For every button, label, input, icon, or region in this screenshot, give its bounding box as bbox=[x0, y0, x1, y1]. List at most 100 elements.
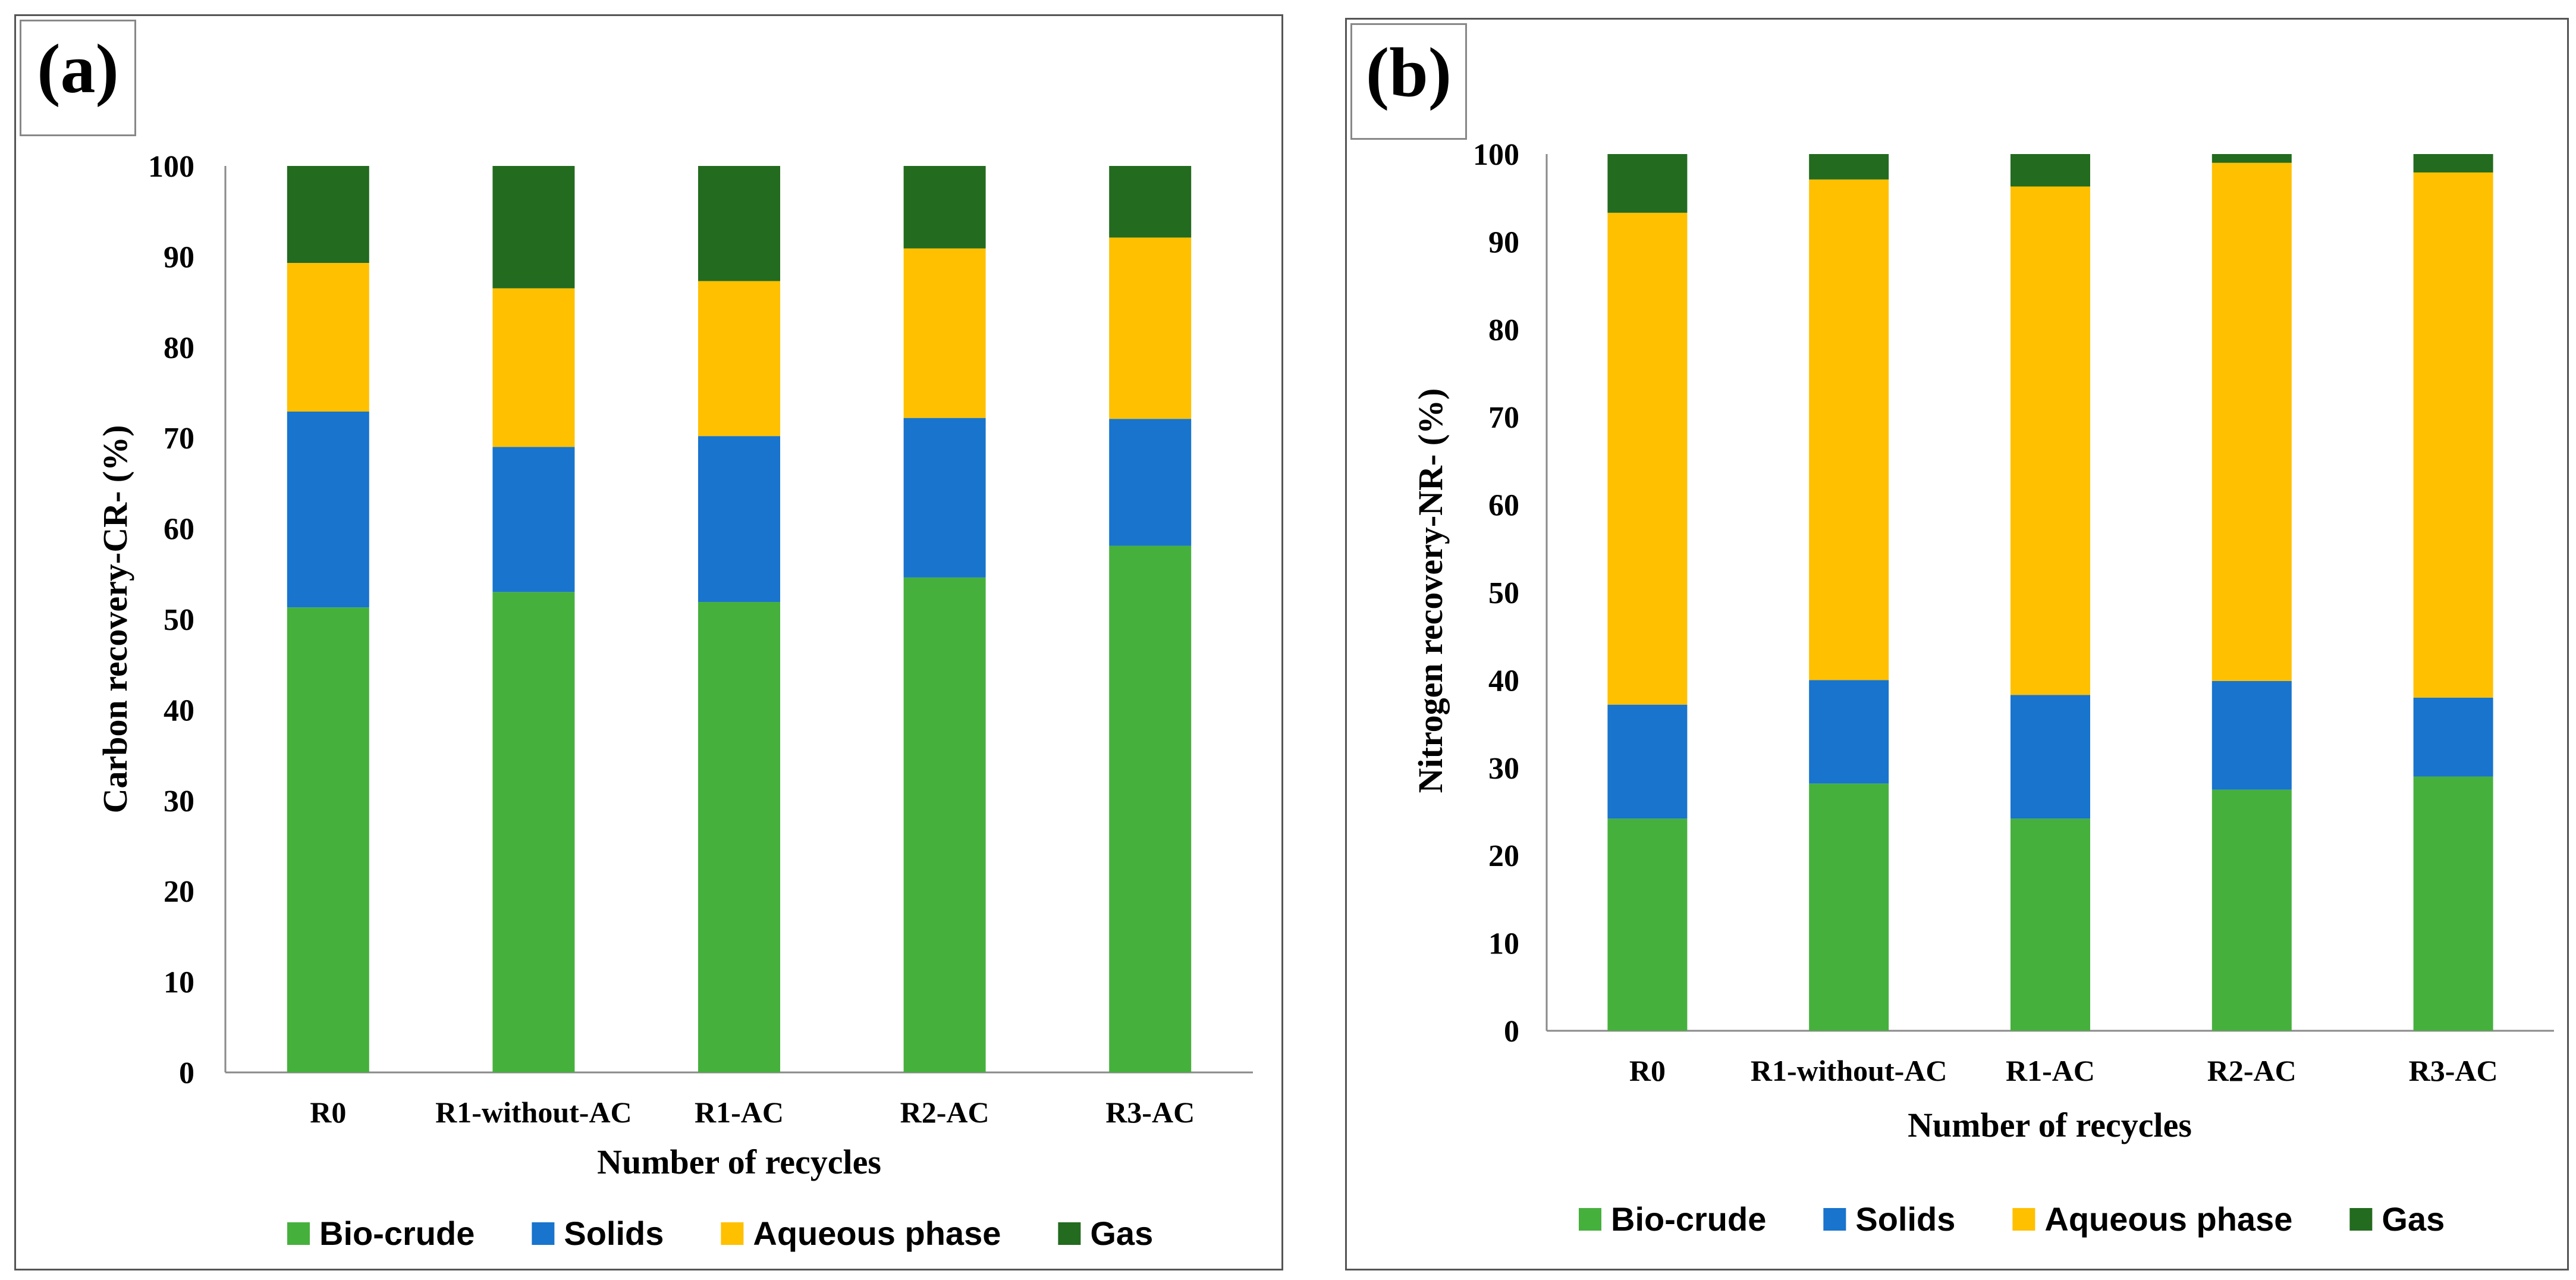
bar-segment-solids bbox=[698, 436, 780, 603]
carbon-recovery-chart: 0 10 20 30 40 50 60 70 80 90 100 R0 R1-without-AC R1-… bbox=[96, 150, 1253, 1252]
legend-swatch bbox=[1823, 1208, 1846, 1231]
y-tick-label: 40 bbox=[1488, 664, 1519, 698]
bar-segment-aqueous-phase bbox=[1809, 179, 1889, 680]
bar-segment-solids bbox=[287, 412, 369, 608]
panel-label: (b) bbox=[1365, 33, 1452, 111]
legend-label: Gas bbox=[1090, 1215, 1153, 1252]
bar-segment-solids bbox=[1809, 680, 1889, 784]
bar-segment-aqueous-phase bbox=[287, 263, 369, 412]
x-category-label: R2-AC bbox=[900, 1096, 989, 1129]
bar-segment-bio-crude bbox=[492, 592, 575, 1072]
bar-segment-bio-crude bbox=[287, 607, 369, 1072]
x-category-label: R3-AC bbox=[1105, 1096, 1195, 1129]
x-category-label: R1-without-AC bbox=[1751, 1054, 1947, 1087]
y-tick-label: 80 bbox=[1488, 313, 1519, 347]
y-tick-label: 70 bbox=[164, 422, 194, 456]
bar-segment-gas bbox=[2413, 154, 2493, 172]
legend-label: Gas bbox=[2382, 1200, 2445, 1238]
legend-label: Bio-crude bbox=[1611, 1200, 1766, 1238]
panel-label-box: (a) bbox=[20, 20, 136, 136]
bar-segment-solids bbox=[1607, 704, 1688, 819]
legend-swatch bbox=[532, 1222, 555, 1245]
legend-swatch bbox=[1058, 1222, 1081, 1245]
y-tick-label: 90 bbox=[1488, 225, 1519, 259]
bar-segment-aqueous-phase bbox=[903, 248, 986, 418]
y-tick-label: 90 bbox=[164, 240, 194, 274]
x-category-label: R1-without-AC bbox=[435, 1096, 632, 1129]
bar-segment-aqueous-phase bbox=[1607, 212, 1688, 705]
y-tick-label: 20 bbox=[164, 875, 194, 909]
bar-segment-gas bbox=[2211, 154, 2292, 163]
chart-panel-b: (b) 0 10 20 30 40 50 60 70 80 90 100 R0 R1-without-A… bbox=[1345, 18, 2569, 1270]
legend-swatch bbox=[2012, 1208, 2035, 1231]
bar-segment-bio-crude bbox=[2010, 818, 2090, 1031]
y-tick-label: 40 bbox=[164, 694, 194, 727]
bar-segment-solids bbox=[1109, 419, 1192, 546]
x-category-label: R0 bbox=[310, 1096, 346, 1129]
bar-segment-solids bbox=[492, 447, 575, 592]
y-tick-label: 20 bbox=[1488, 839, 1519, 873]
x-axis-title: Number of recycles bbox=[1908, 1106, 2192, 1144]
bar-segment-bio-crude bbox=[1109, 545, 1192, 1072]
y-tick-label: 60 bbox=[1488, 489, 1519, 523]
legend-label: Aqueous phase bbox=[2044, 1200, 2292, 1238]
bar-segment-gas bbox=[903, 166, 986, 249]
y-tick-label: 80 bbox=[164, 331, 194, 365]
bar-segment-gas bbox=[1109, 166, 1192, 238]
y-tick-label: 30 bbox=[1488, 752, 1519, 786]
bar-segment-aqueous-phase bbox=[2211, 162, 2292, 681]
bar-segment-bio-crude bbox=[2211, 789, 2292, 1031]
y-axis-title: Carbon recovery-CR- (%) bbox=[96, 425, 134, 814]
y-tick-label: 10 bbox=[1488, 927, 1519, 961]
nitrogen-recovery-chart: 0 10 20 30 40 50 60 70 80 90 100 R0 R1-without-AC R1-… bbox=[1411, 138, 2554, 1238]
legend-swatch bbox=[287, 1222, 310, 1245]
bar-segment-bio-crude bbox=[1607, 818, 1688, 1031]
legend-swatch bbox=[721, 1222, 744, 1245]
bar-segment-bio-crude bbox=[2413, 776, 2493, 1031]
panel-label-box: (b) bbox=[1350, 23, 1467, 140]
y-tick-label: 60 bbox=[164, 513, 194, 547]
y-tick-label: 10 bbox=[164, 966, 194, 1000]
bar-segment-aqueous-phase bbox=[492, 288, 575, 447]
legend-swatch bbox=[1579, 1208, 1601, 1231]
x-category-label: R2-AC bbox=[2207, 1054, 2297, 1087]
y-tick-label: 30 bbox=[164, 785, 194, 818]
x-category-label: R1-AC bbox=[2006, 1054, 2095, 1087]
y-tick-label: 0 bbox=[1504, 1015, 1519, 1049]
y-tick-label: 50 bbox=[1488, 576, 1519, 610]
y-axis-title: Nitrogen recovery-NR- (%) bbox=[1411, 388, 1450, 793]
bar-segment-gas bbox=[1809, 154, 1889, 180]
x-category-label: R3-AC bbox=[2409, 1054, 2498, 1087]
y-tick-label: 100 bbox=[1473, 138, 1519, 172]
y-tick-label: 70 bbox=[1488, 401, 1519, 435]
bar-segment-gas bbox=[2010, 154, 2090, 187]
legend-label: Solids bbox=[564, 1215, 664, 1252]
x-axis-title: Number of recycles bbox=[597, 1143, 881, 1181]
legend-swatch bbox=[2349, 1208, 2373, 1231]
bar-segment-solids bbox=[2211, 680, 2292, 790]
bar-segment-gas bbox=[1607, 154, 1688, 213]
y-tick-label: 100 bbox=[148, 150, 194, 184]
bar-segment-bio-crude bbox=[698, 602, 780, 1072]
legend-label: Aqueous phase bbox=[753, 1215, 1001, 1252]
bar-segment-aqueous-phase bbox=[2010, 186, 2090, 695]
legend-label: Solids bbox=[1855, 1200, 1955, 1238]
bar-segment-aqueous-phase bbox=[1109, 237, 1192, 419]
legend-label: Bio-crude bbox=[319, 1215, 475, 1252]
panel-label: (a) bbox=[37, 30, 119, 108]
bar-segment-aqueous-phase bbox=[698, 281, 780, 437]
y-tick-label: 0 bbox=[179, 1056, 194, 1090]
bar-segment-gas bbox=[287, 166, 369, 263]
bar-segment-solids bbox=[2010, 695, 2090, 819]
bar-segment-aqueous-phase bbox=[2413, 172, 2493, 698]
bar-segment-solids bbox=[903, 418, 986, 578]
bar-segment-bio-crude bbox=[903, 577, 986, 1072]
x-category-label: R0 bbox=[1629, 1054, 1666, 1087]
bar-segment-solids bbox=[2413, 697, 2493, 777]
chart-panel-a: (a) 0 10 20 30 40 50 60 70 80 90 100 R0 R1-without-A… bbox=[14, 14, 1283, 1270]
y-tick-label: 50 bbox=[164, 603, 194, 637]
x-category-label: R1-AC bbox=[695, 1096, 784, 1129]
bar-segment-gas bbox=[698, 166, 780, 281]
bar-segment-bio-crude bbox=[1809, 783, 1889, 1031]
bar-segment-gas bbox=[492, 166, 575, 288]
